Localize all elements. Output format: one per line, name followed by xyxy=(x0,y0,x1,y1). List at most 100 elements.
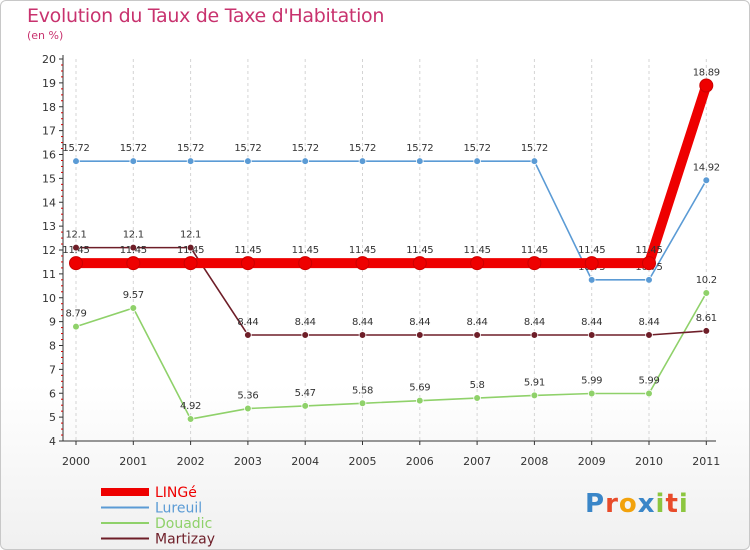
data-label-martizay: 8.44 xyxy=(409,317,430,328)
data-point-ling- xyxy=(69,256,83,271)
data-point-douadic xyxy=(186,415,195,423)
y-tick-label: 8 xyxy=(49,340,56,353)
data-point-ling- xyxy=(412,256,427,271)
y-tick-label: 12 xyxy=(42,244,56,257)
data-label-ling-: 11.45 xyxy=(635,245,662,256)
chart-title: Evolution du Taux de Taxe d'Habitation xyxy=(27,5,385,27)
data-label-martizay: 12.1 xyxy=(180,230,201,241)
y-tick-label: 10 xyxy=(42,292,56,305)
data-point-martizay xyxy=(415,331,424,339)
data-label-ling-: 11.45 xyxy=(406,245,433,256)
data-point-ling- xyxy=(642,256,656,271)
data-point-lureuil xyxy=(645,276,653,284)
data-point-lureuil xyxy=(587,276,596,284)
data-label-ling-: 11.45 xyxy=(349,245,376,256)
data-point-douadic xyxy=(415,396,424,405)
data-label-lureuil: 15.72 xyxy=(464,143,491,154)
y-tick-label: 14 xyxy=(42,196,56,209)
logo-letter: o xyxy=(618,489,638,519)
data-point-ling- xyxy=(355,256,370,271)
logo-letter: P xyxy=(585,489,606,519)
data-label-ling-: 11.45 xyxy=(62,245,89,256)
data-label-martizay: 8.44 xyxy=(295,317,316,328)
data-label-martizay: 8.61 xyxy=(696,313,717,324)
series-line-martizay xyxy=(76,246,707,336)
x-tick-label: 2009 xyxy=(578,455,606,468)
y-tick-label: 20 xyxy=(42,53,56,66)
legend-label-douadic: Douadic xyxy=(155,516,212,532)
data-label-ling-: 11.45 xyxy=(464,245,491,256)
data-label-martizay: 8.44 xyxy=(638,317,659,328)
data-label-lureuil: 15.72 xyxy=(120,143,147,154)
y-tick-label: 18 xyxy=(42,101,56,114)
data-point-douadic xyxy=(473,394,481,402)
legend-label-lureuil: Lureuil xyxy=(155,501,202,517)
data-label-douadic: 5.99 xyxy=(581,375,602,386)
data-label-lureuil: 15.72 xyxy=(177,143,204,154)
legend-label-ling-: LINGé xyxy=(155,485,197,501)
data-point-douadic xyxy=(72,322,80,331)
x-tick-label: 2008 xyxy=(520,455,548,468)
data-label-douadic: 5.58 xyxy=(352,385,373,396)
data-point-lureuil xyxy=(186,157,195,165)
data-point-douadic xyxy=(129,304,138,312)
y-tick-label: 16 xyxy=(42,149,56,162)
data-point-martizay xyxy=(702,327,711,335)
x-tick-label: 2007 xyxy=(463,455,491,468)
data-label-douadic: 4.92 xyxy=(180,401,201,412)
data-label-douadic: 5.36 xyxy=(237,391,258,402)
data-point-ling- xyxy=(298,256,313,271)
data-point-martizay xyxy=(244,331,252,339)
data-point-martizay xyxy=(530,331,539,339)
y-tick-label: 9 xyxy=(49,316,56,329)
x-tick-label: 2005 xyxy=(349,455,377,468)
y-tick-label: 4 xyxy=(49,435,56,448)
data-point-martizay xyxy=(301,331,310,339)
data-label-martizay: 8.44 xyxy=(352,317,373,328)
x-tick-label: 2011 xyxy=(692,455,720,468)
data-point-douadic xyxy=(530,391,539,400)
data-label-douadic: 8.79 xyxy=(65,309,86,320)
data-label-martizay: 12.1 xyxy=(123,230,144,241)
x-tick-label: 2004 xyxy=(291,455,319,468)
y-tick-label: 6 xyxy=(49,387,56,400)
y-tick-label: 17 xyxy=(42,125,56,138)
data-label-ling-: 11.45 xyxy=(521,245,548,256)
data-point-douadic xyxy=(587,389,596,398)
data-point-martizay xyxy=(186,243,195,252)
data-label-lureuil: 15.72 xyxy=(521,143,548,154)
data-label-lureuil: 15.72 xyxy=(292,143,319,154)
data-label-martizay: 8.44 xyxy=(581,317,602,328)
data-label-lureuil: 15.72 xyxy=(349,143,376,154)
data-point-douadic xyxy=(301,402,310,410)
data-label-ling-: 11.45 xyxy=(578,245,605,256)
data-point-martizay xyxy=(72,243,80,252)
logo-letter: x xyxy=(637,489,656,519)
series-line-lureuil xyxy=(76,160,707,281)
y-tick-label: 13 xyxy=(42,220,56,233)
data-label-douadic: 10.2 xyxy=(696,275,717,286)
data-point-martizay xyxy=(473,331,481,339)
x-tick-label: 2003 xyxy=(234,455,262,468)
data-label-douadic: 9.57 xyxy=(123,290,144,301)
data-point-martizay xyxy=(358,331,367,339)
data-label-martizay: 8.44 xyxy=(237,317,258,328)
data-label-ling-: 11.45 xyxy=(120,245,147,256)
data-label-ling-: 11.45 xyxy=(292,245,319,256)
data-label-ling-: 18.89 xyxy=(693,68,720,79)
data-label-douadic: 5.69 xyxy=(409,383,430,394)
data-point-lureuil xyxy=(415,157,424,165)
chart-subtitle: (en %) xyxy=(27,29,64,42)
data-label-douadic: 5.47 xyxy=(295,388,316,399)
series-line-douadic xyxy=(75,292,707,420)
x-tick-label: 2010 xyxy=(635,455,663,468)
logo-letter: i xyxy=(655,489,666,519)
data-label-lureuil: 14.92 xyxy=(693,162,720,173)
data-label-lureuil: 15.72 xyxy=(406,143,433,154)
data-point-douadic xyxy=(645,389,653,398)
data-point-lureuil xyxy=(301,157,310,165)
data-point-lureuil xyxy=(358,157,367,165)
data-label-martizay: 8.44 xyxy=(467,317,488,328)
x-tick-label: 2006 xyxy=(406,455,434,468)
data-point-martizay xyxy=(645,331,653,339)
